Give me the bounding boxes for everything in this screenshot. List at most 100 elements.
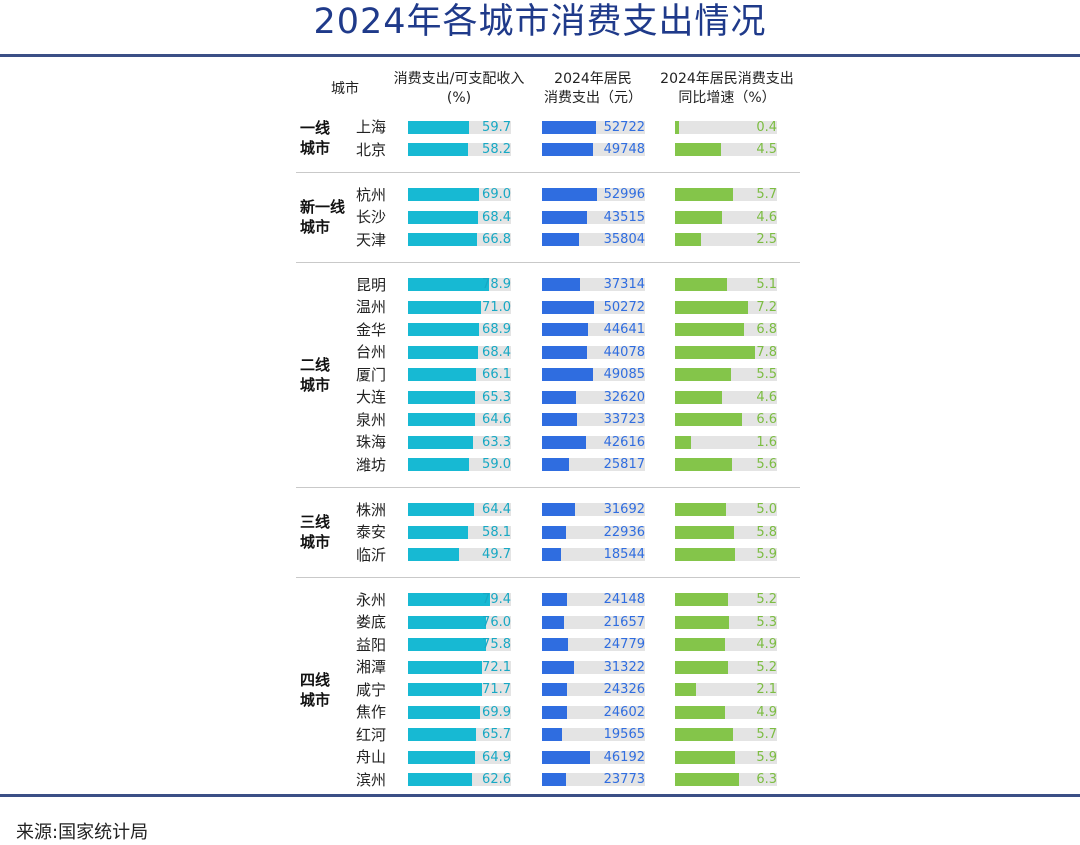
ratio-value-label: 64.9	[482, 749, 511, 765]
growth-track	[675, 705, 777, 719]
ratio-value-label: 76.0	[482, 614, 511, 630]
growth-value-label: 4.9	[756, 637, 777, 652]
spend-bar	[542, 300, 594, 314]
spend-track	[542, 593, 645, 606]
spend-track	[542, 120, 645, 134]
spend-value-label: 32620	[603, 389, 645, 405]
growth-track	[675, 750, 777, 764]
spend-track	[542, 683, 645, 696]
ratio-track	[408, 548, 511, 561]
spend-track	[542, 143, 645, 156]
growth-bar	[675, 278, 728, 291]
spend-bar	[542, 233, 579, 246]
spend-bar	[542, 683, 568, 696]
growth-bar	[675, 435, 692, 449]
spend-bar	[542, 525, 566, 539]
spend-track	[542, 503, 645, 516]
city-label: 长沙	[356, 208, 387, 226]
ratio-bar	[408, 548, 460, 561]
ratio-value-label: 65.7	[482, 727, 511, 742]
ratio-track	[408, 503, 511, 516]
ratio-track	[408, 728, 511, 741]
ratio-track	[408, 345, 511, 359]
spend-track	[542, 435, 645, 449]
spend-bar	[542, 615, 565, 629]
spend-track	[542, 345, 645, 359]
city-label: 焦作	[356, 703, 387, 721]
ratio-bar	[408, 615, 487, 629]
spend-value-label: 52996	[603, 187, 645, 202]
header-ratio-line1: 消费支出/可支配收入	[393, 71, 525, 87]
growth-value-label: 5.2	[756, 592, 777, 607]
spend-track	[542, 210, 645, 224]
ratio-track	[408, 143, 511, 156]
growth-bar	[675, 503, 726, 516]
growth-track	[675, 413, 777, 426]
ratio-bar	[408, 143, 468, 156]
growth-value-label: 5.9	[756, 547, 777, 562]
growth-track	[675, 660, 777, 674]
spend-bar	[542, 413, 577, 426]
city-label: 泉州	[356, 410, 387, 429]
spend-value-label: 24602	[603, 704, 645, 720]
city-label: 益阳	[356, 635, 387, 654]
ratio-value-label: 65.3	[482, 389, 511, 405]
spend-track	[542, 390, 645, 404]
spend-track	[542, 300, 645, 314]
spend-value-label: 31692	[603, 502, 645, 517]
ratio-bar	[408, 368, 477, 381]
ratio-track	[408, 435, 511, 449]
ratio-track	[408, 120, 511, 134]
spend-bar	[542, 705, 568, 719]
spend-bar	[542, 593, 567, 606]
ratio-track	[408, 413, 511, 426]
tier-label: 一线 城市	[300, 119, 331, 158]
growth-value-label: 7.2	[756, 299, 777, 315]
growth-value-label: 5.0	[756, 502, 777, 517]
group-separator	[296, 172, 800, 173]
city-label: 台州	[356, 343, 387, 361]
ratio-bar	[408, 728, 476, 741]
spend-track	[542, 278, 645, 291]
growth-bar	[675, 368, 732, 381]
growth-value-label: 0.4	[756, 119, 777, 135]
spend-bar	[542, 278, 581, 291]
spend-track	[542, 705, 645, 719]
top-rule	[0, 54, 1080, 57]
ratio-track	[408, 390, 511, 404]
growth-bar	[675, 750, 736, 764]
ratio-track	[408, 188, 511, 201]
tier-label: 二线 城市	[300, 355, 331, 394]
spend-value-label: 44641	[603, 322, 645, 337]
header-growth-line1: 2024年居民消费支出	[660, 71, 794, 87]
growth-value-label: 4.6	[756, 389, 777, 405]
growth-track	[675, 773, 777, 786]
spend-value-label: 31322	[603, 659, 645, 675]
spend-bar	[542, 188, 597, 201]
growth-track	[675, 143, 777, 156]
spend-track	[542, 750, 645, 764]
group-separator	[296, 487, 800, 488]
spend-value-label: 49748	[603, 142, 645, 157]
growth-value-label: 2.5	[756, 232, 777, 247]
ratio-track	[408, 323, 511, 336]
city-label: 天津	[356, 230, 387, 249]
ratio-track	[408, 368, 511, 381]
growth-bar	[675, 300, 749, 314]
growth-value-label: 1.6	[756, 434, 777, 450]
growth-track	[675, 210, 777, 224]
growth-track	[675, 233, 777, 246]
spend-value-label: 50272	[603, 299, 645, 315]
tier-label: 四线 城市	[300, 670, 331, 709]
spend-bar	[542, 728, 563, 741]
spend-bar	[542, 773, 567, 786]
ratio-value-label: 64.6	[482, 412, 511, 427]
tier-label: 三线 城市	[300, 513, 331, 551]
spend-value-label: 23773	[603, 772, 645, 787]
spend-bar	[542, 660, 575, 674]
spend-value-label: 49085	[603, 367, 645, 382]
spend-value-label: 33723	[603, 412, 645, 427]
spend-track	[542, 188, 645, 201]
header-city: 城市	[331, 81, 359, 97]
spend-track	[542, 773, 645, 786]
